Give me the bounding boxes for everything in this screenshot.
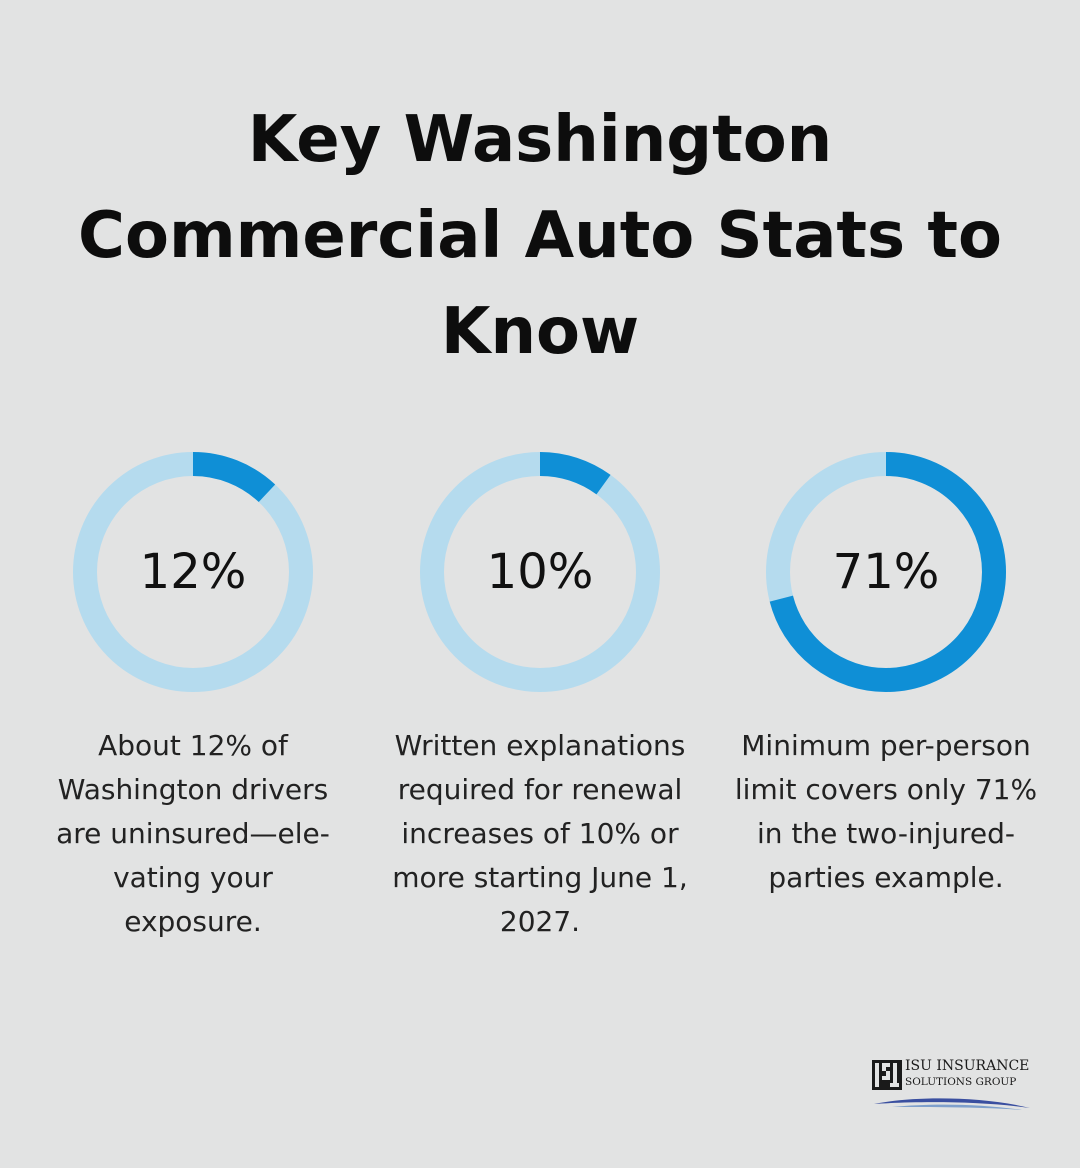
donut-ring xyxy=(766,452,1006,692)
donut-fill xyxy=(73,452,313,692)
desc-line: parties example. xyxy=(768,861,1004,894)
logo-swoosh-icon xyxy=(874,1098,1030,1110)
stat-description: Minimum per-person limit covers only 71%… xyxy=(726,724,1046,900)
desc-line: About 12% of xyxy=(98,729,288,762)
stat-value: 10% xyxy=(486,544,594,600)
stat-value: 71% xyxy=(832,544,940,600)
page-title: Key Washington Commercial Auto Stats to … xyxy=(40,92,1040,380)
title-line-1: Key Washington xyxy=(247,103,833,177)
title-line-2: Commercial Auto Stats to xyxy=(78,199,1002,273)
company-logo: ISU INSURANCE SOLUTIONS GROUP xyxy=(872,1058,1042,1116)
stat-description: Written explanations required for renewa… xyxy=(380,724,700,944)
logo-line-2: SOLUTIONS GROUP xyxy=(905,1076,1017,1088)
desc-line: more starting June 1, xyxy=(392,861,688,894)
desc-line: are uninsured—ele- xyxy=(56,817,330,850)
logo-line-1: ISU INSURANCE xyxy=(905,1058,1030,1074)
stat-card-renewal: 10% Written explanations required for re… xyxy=(380,450,700,944)
stat-value: 12% xyxy=(139,544,247,600)
logo-wordmark: ISU INSURANCE SOLUTIONS GROUP xyxy=(905,1058,1029,1089)
donut-ring xyxy=(73,452,313,692)
isu-logo-mark-icon xyxy=(872,1060,902,1090)
desc-line: vating your xyxy=(113,861,273,894)
stat-card-uninsured: 12% About 12% of Washington drivers are … xyxy=(33,450,353,944)
donut-fill xyxy=(420,452,660,692)
desc-line: required for renewal xyxy=(397,773,683,806)
desc-line: increases of 10% or xyxy=(401,817,679,850)
desc-line: 2027. xyxy=(499,905,581,938)
donut-chart: 12% xyxy=(71,450,315,694)
stat-card-limit: 71% Minimum per-person limit covers only… xyxy=(726,450,1046,900)
donut-fill xyxy=(766,452,1006,692)
desc-line: Written explanations xyxy=(394,729,686,762)
donut-ring xyxy=(420,452,660,692)
desc-line: limit covers only 71% xyxy=(734,773,1038,806)
desc-line: Minimum per-person xyxy=(741,729,1031,762)
desc-line: Washington drivers xyxy=(57,773,329,806)
desc-line: in the two-injured- xyxy=(757,817,1015,850)
desc-line: exposure. xyxy=(124,905,262,938)
stat-description: About 12% of Washington drivers are unin… xyxy=(33,724,353,944)
title-line-3: Know xyxy=(440,295,640,369)
donut-chart: 71% xyxy=(764,450,1008,694)
donut-chart: 10% xyxy=(418,450,662,694)
